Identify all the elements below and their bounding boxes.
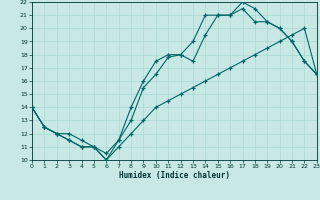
X-axis label: Humidex (Indice chaleur): Humidex (Indice chaleur): [119, 171, 230, 180]
